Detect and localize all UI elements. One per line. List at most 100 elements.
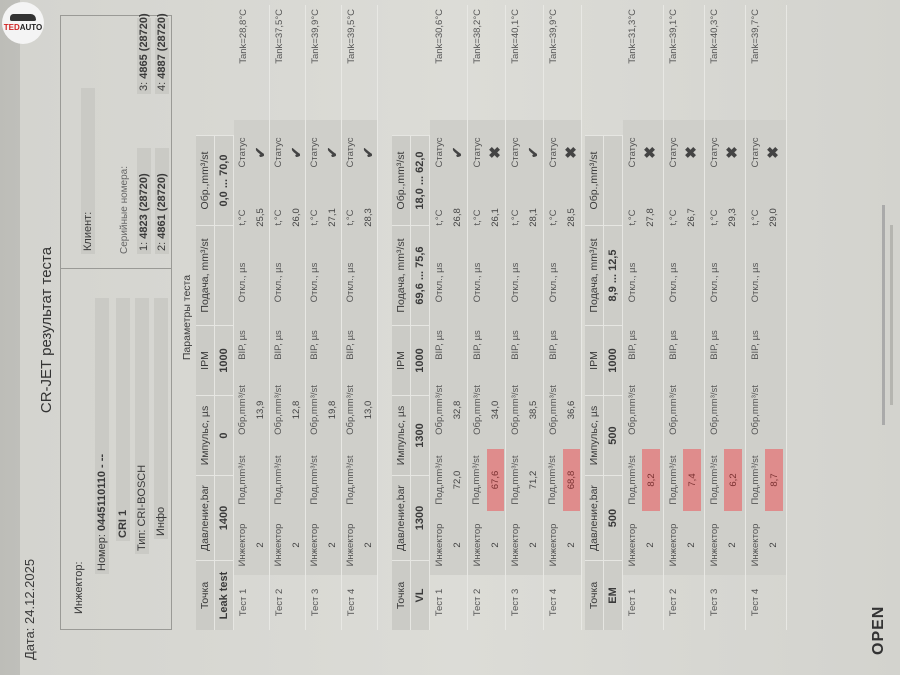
- param-point: EM: [604, 560, 623, 630]
- temperature-value: 25,5: [254, 208, 266, 227]
- test-label-status: Статус: [667, 137, 679, 168]
- cross-icon: ✖: [683, 146, 700, 159]
- column-header-ipm: IPM: [585, 325, 604, 395]
- return-value: 12,8: [290, 400, 302, 420]
- test-label-supply: Под,mm³/st: [237, 455, 249, 505]
- logo-text-red: TED: [3, 23, 20, 32]
- section-params-row: Leak test 1400 0 1000 0,0 ... 70,0: [215, 5, 234, 630]
- test-section-0: Параметры теста Точка Давление,bar Импульс,…: [178, 5, 378, 630]
- supply-value: 6,2: [724, 449, 742, 511]
- param-supply: 8,9 ... 12,5: [604, 225, 623, 325]
- test-name: Тест 2: [273, 588, 285, 617]
- serial-index: 2:: [156, 241, 168, 251]
- test-label-bip: BIP, µs: [433, 330, 445, 360]
- param-ipm: 1000: [604, 325, 623, 395]
- test-label-return: Обр,mm³/st: [471, 385, 483, 435]
- test-label-return: Обр,mm³/st: [749, 385, 761, 435]
- test-label-bip: BIP, µs: [471, 330, 483, 360]
- serials-label: Серийные номера:: [119, 166, 130, 254]
- test-row: Тест 4 Инжектор 2 Под,mm³/st 68,8 Обр,mm³/st 3…: [544, 5, 582, 630]
- test-label-bip: BIP, µs: [237, 330, 249, 360]
- test-label-temp: t,°C: [237, 209, 249, 226]
- report-title: CR-JET результат теста: [38, 246, 55, 414]
- test-label-offset: Откл., µs: [626, 262, 638, 303]
- test-label-offset: Откл., µs: [273, 262, 285, 303]
- tank-temperature: Tank=38,2°C: [471, 9, 483, 64]
- tank-temperature: Tank=37,5°C: [273, 9, 285, 64]
- supply-value: [252, 445, 270, 515]
- test-label-status: Статус: [237, 137, 249, 168]
- test-name: Тест 1: [237, 588, 249, 617]
- tank-temperature: Tank=28,8°C: [237, 9, 249, 64]
- supply-value: [324, 445, 342, 515]
- check-icon: ✔: [251, 146, 268, 159]
- column-header-pulse: Импульс, µs: [392, 395, 411, 475]
- return-value: 34,0: [489, 400, 501, 420]
- test-label-return: Обр,mm³/st: [708, 385, 720, 435]
- test-label-return: Обр,mm³/st: [667, 385, 679, 435]
- test-label-temp: t,°C: [345, 209, 357, 226]
- test-label-bip: BIP, µs: [749, 330, 761, 360]
- test-label-temp: t,°C: [471, 209, 483, 226]
- test-name: Тест 3: [509, 588, 521, 617]
- test-name: Тест 4: [749, 588, 761, 617]
- serial-number: 4823 (28720): [138, 173, 150, 239]
- injector-number: 2: [254, 542, 266, 548]
- test-label-offset: Откл., µs: [547, 262, 559, 303]
- return-value: 32,8: [451, 400, 463, 420]
- test-label-offset: Откл., µs: [509, 262, 521, 303]
- test-label-status: Статус: [273, 137, 285, 168]
- temperature-value: 28,3: [362, 208, 374, 227]
- column-header-ipm: IPM: [196, 325, 215, 395]
- tank-temperature: Tank=39,9°C: [547, 9, 559, 64]
- test-label-status: Статус: [471, 137, 483, 168]
- cross-icon: ✖: [642, 146, 659, 159]
- test-name: Тест 3: [708, 588, 720, 617]
- return-value: [764, 375, 782, 445]
- return-value: [682, 375, 700, 445]
- return-value: [723, 375, 741, 445]
- cross-icon: ✖: [724, 146, 741, 159]
- test-label-temp: t,°C: [273, 209, 285, 226]
- test-label-return: Обр,mm³/st: [345, 385, 357, 435]
- test-label-injector: Инжектор: [626, 523, 638, 567]
- test-label-status: Статус: [626, 137, 638, 168]
- test-label-offset: Откл., µs: [471, 262, 483, 303]
- param-supply: 69,6 ... 75,6: [411, 225, 430, 325]
- footer-fine-print: [882, 205, 885, 425]
- test-label-status: Статус: [749, 137, 761, 168]
- temperature-value: 26,1: [489, 208, 501, 227]
- test-row: Тест 3 Инжектор 2 Под,mm³/st 6,2 Обр,mm³/st BI…: [705, 5, 746, 630]
- test-label-offset: Откл., µs: [667, 262, 679, 303]
- param-pressure: 500: [604, 475, 623, 560]
- check-icon: ✔: [287, 146, 304, 159]
- test-name: Тест 1: [433, 588, 445, 617]
- test-label-bip: BIP, µs: [667, 330, 679, 360]
- test-label-bip: BIP, µs: [309, 330, 321, 360]
- test-label-status: Статус: [708, 137, 720, 168]
- test-row: Тест 4 Инжектор 2 Под,mm³/st Обр,mm³/st 13,0 B…: [342, 5, 378, 630]
- test-label-return: Обр,mm³/st: [433, 385, 445, 435]
- injector-number: 2: [726, 542, 738, 548]
- test-name: Тест 1: [626, 588, 638, 617]
- return-value: 13,0: [362, 400, 374, 420]
- footer-fine-print: [890, 225, 893, 405]
- serial-index: 4:: [156, 81, 168, 91]
- tank-temperature: Tank=39,7°C: [749, 9, 761, 64]
- param-return: [604, 135, 623, 225]
- test-label-injector: Инжектор: [309, 523, 321, 567]
- injector-number: 2: [362, 542, 374, 548]
- test-label-status: Статус: [309, 137, 321, 168]
- test-label-injector: Инжектор: [471, 523, 483, 567]
- tank-temperature: Tank=40,3°C: [708, 9, 720, 64]
- test-row: Тест 3 Инжектор 2 Под,mm³/st Обр,mm³/st 19,8 B…: [306, 5, 342, 630]
- test-label-offset: Откл., µs: [433, 262, 445, 303]
- test-name: Тест 4: [547, 588, 559, 617]
- test-label-supply: Под,mm³/st: [471, 455, 483, 505]
- return-value: 38,5: [527, 400, 539, 420]
- tank-temperature: Tank=40,1°C: [509, 9, 521, 64]
- return-value: [641, 375, 659, 445]
- injector-number: 2: [527, 542, 539, 548]
- param-pressure: 1300: [411, 475, 430, 560]
- test-name: Тест 3: [309, 588, 321, 617]
